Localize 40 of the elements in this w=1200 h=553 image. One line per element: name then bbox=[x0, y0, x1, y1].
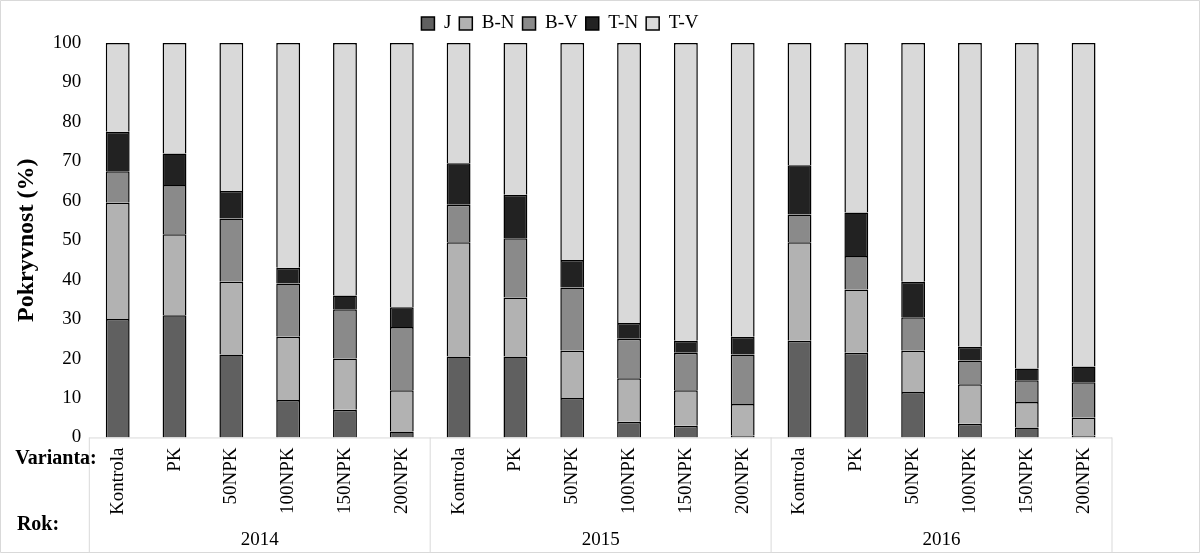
x-tick-label: PK bbox=[162, 447, 184, 472]
y-axis-title: Pokryvnost (%) bbox=[11, 158, 38, 322]
y-tick-label: 80 bbox=[62, 109, 82, 131]
x-tick-label: 100NPK bbox=[276, 447, 298, 514]
text: 2016 bbox=[922, 527, 961, 549]
text: 2014 bbox=[240, 527, 280, 549]
y-tick-label: 100 bbox=[52, 30, 82, 52]
x-tick-label: 200NPK bbox=[1071, 447, 1093, 514]
text: Varianta: bbox=[15, 446, 97, 469]
y-tick-label: 50 bbox=[62, 228, 82, 250]
x-tick-label: 100NPK bbox=[617, 447, 639, 514]
x-tick-label: Kontrola bbox=[446, 446, 468, 516]
x-tick-label: Kontrola bbox=[787, 446, 809, 516]
legend-label: B-V bbox=[545, 11, 579, 33]
text: 2015 bbox=[581, 527, 620, 549]
x-tick-label: 150NPK bbox=[673, 447, 695, 514]
y-tick-label: 30 bbox=[62, 307, 82, 329]
legend-label: J bbox=[443, 11, 452, 33]
y-tick-label: 10 bbox=[62, 386, 82, 407]
x-tick-label: 50NPK bbox=[219, 447, 241, 505]
x-tick-label: 50NPK bbox=[560, 447, 582, 505]
x-tick-label: Kontrola bbox=[105, 446, 127, 516]
text: Rok: bbox=[16, 512, 60, 535]
x-tick-label: 50NPK bbox=[901, 447, 923, 505]
y-tick-label: 0 bbox=[71, 425, 82, 447]
x-tick-label: 150NPK bbox=[1014, 447, 1036, 514]
y-tick-label: 70 bbox=[62, 149, 82, 171]
x-tick-label: PK bbox=[844, 447, 866, 472]
y-tick-label: 20 bbox=[62, 346, 82, 368]
x-tick-label: PK bbox=[503, 447, 525, 472]
legend-label: T-N bbox=[608, 11, 639, 33]
x-tick-label: 200NPK bbox=[730, 447, 752, 514]
x-tick-label: 200NPK bbox=[389, 447, 411, 514]
y-tick-label: 90 bbox=[62, 70, 82, 92]
x-tick-label: 150NPK bbox=[332, 447, 354, 514]
y-tick-label: 60 bbox=[62, 188, 82, 210]
x-tick-label: 100NPK bbox=[957, 447, 979, 514]
legend-label: T-V bbox=[668, 11, 699, 33]
legend-label: B-N bbox=[481, 11, 515, 33]
y-tick-label: 40 bbox=[62, 267, 82, 289]
